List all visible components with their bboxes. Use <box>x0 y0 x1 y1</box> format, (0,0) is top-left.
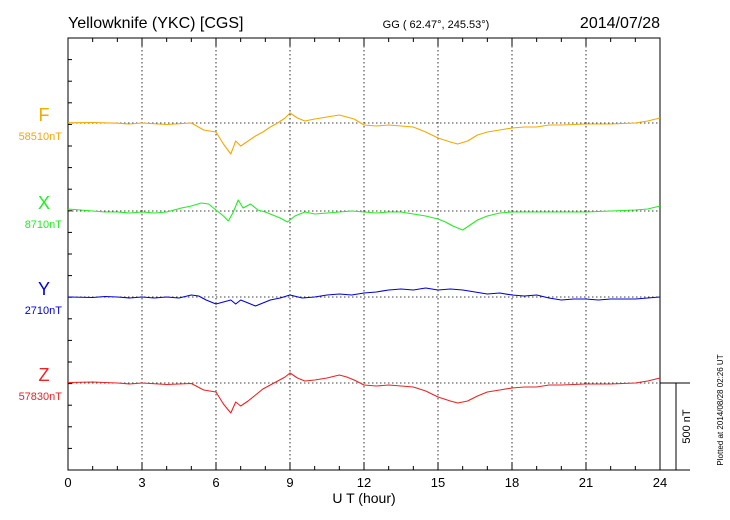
x-tick-label: 21 <box>579 475 593 490</box>
chart-coordinates: GG ( 62.47°, 245.53°) <box>383 19 490 31</box>
series-name-f: F <box>39 105 50 125</box>
grid-lines <box>68 38 660 470</box>
series-line-y <box>67 287 661 307</box>
x-tick-label: 9 <box>286 475 293 490</box>
x-axis-label: U T (hour) <box>332 490 395 506</box>
scale-bar: 500 nT <box>660 382 693 471</box>
series-baseline-z: 57830nT <box>19 391 63 403</box>
series-lines <box>67 112 661 414</box>
scale-bar-label: 500 nT <box>681 409 693 444</box>
series-baseline-y: 2710nT <box>25 305 63 317</box>
x-tick-label: 0 <box>64 475 71 490</box>
x-tick-label: 18 <box>505 475 519 490</box>
plotted-timestamp: Plotted at 2014/08/28 02:26 UT <box>716 354 725 465</box>
axis-ticks <box>67 38 661 470</box>
chart-title: Yellowknife (YKC) [CGS] <box>68 15 243 32</box>
series-baseline-f: 58510nT <box>19 131 63 143</box>
x-tick-label: 15 <box>431 475 445 490</box>
series-line-z <box>67 372 661 414</box>
series-labels: F 58510nT X 8710nT Y 2710nT Z 57830nT <box>19 105 63 403</box>
x-tick-label: 3 <box>138 475 145 490</box>
series-line-x <box>67 199 661 231</box>
x-tick-labels: 0 3 6 9 12 15 18 21 24 <box>64 475 667 490</box>
x-tick-label: 6 <box>212 475 219 490</box>
series-name-y: Y <box>38 279 50 299</box>
x-tick-label: 24 <box>653 475 667 490</box>
series-name-x: X <box>38 193 50 213</box>
x-tick-label: 12 <box>357 475 371 490</box>
chart-date: 2014/07/28 <box>580 15 660 32</box>
series-name-z: Z <box>39 365 50 385</box>
series-line-f <box>67 112 661 155</box>
series-baseline-x: 8710nT <box>25 219 63 231</box>
